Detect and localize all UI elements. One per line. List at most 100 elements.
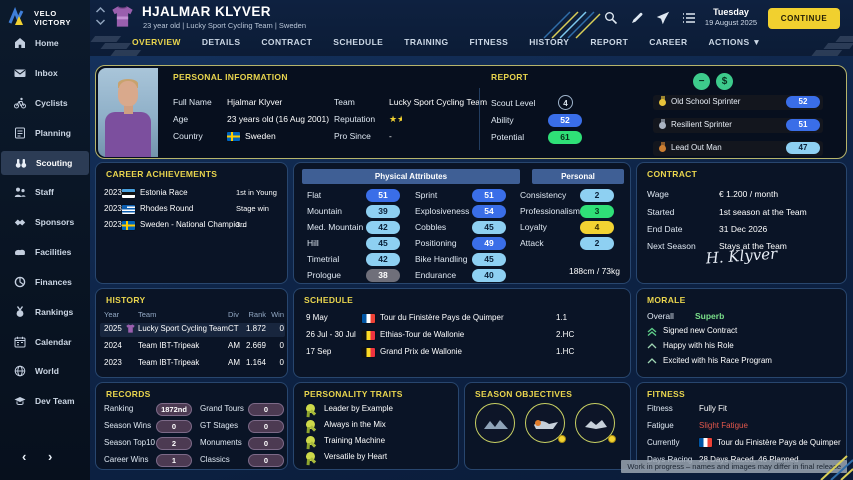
potential-label: Potential bbox=[491, 132, 525, 142]
attr-label: Sprint bbox=[415, 190, 438, 200]
tab-deco-right bbox=[835, 36, 853, 42]
currently-value[interactable]: Tour du Finistère Pays de Quimper bbox=[717, 438, 841, 447]
report-title: REPORT bbox=[491, 72, 529, 82]
achievement-race[interactable]: Estonia Race bbox=[140, 188, 188, 197]
attr-label: Professionalism bbox=[520, 206, 580, 216]
attr-badge: 3 bbox=[580, 205, 614, 218]
sidebar-item-facilities[interactable]: Facilities bbox=[0, 240, 90, 264]
scout-cost-button[interactable]: $ bbox=[716, 73, 733, 90]
sidebar: VELO VICTORY Home Inbox Cyclists Planning… bbox=[0, 0, 90, 480]
attr-label: Cobbles bbox=[415, 222, 447, 232]
objective-race-badge[interactable] bbox=[575, 403, 616, 443]
tab-contract[interactable]: CONTRACT bbox=[261, 37, 313, 47]
ability-badge: 52 bbox=[548, 114, 582, 127]
tab-report[interactable]: REPORT bbox=[590, 37, 629, 47]
role-rating-badge: 51 bbox=[786, 119, 820, 131]
plane-icon[interactable] bbox=[656, 11, 670, 25]
sidebar-item-finances[interactable]: Finances bbox=[0, 270, 90, 294]
history-rank: 1.164 bbox=[245, 358, 266, 367]
history-row-highlight bbox=[100, 323, 285, 337]
search-icon[interactable] bbox=[604, 11, 618, 25]
tab-training[interactable]: TRAINING bbox=[404, 37, 449, 47]
fitness-title: FITNESS bbox=[647, 389, 685, 399]
sidebar-item-inbox[interactable]: Inbox bbox=[0, 61, 90, 85]
race-name[interactable]: Grand Prix de Wallonie bbox=[380, 347, 462, 356]
fatigue-label: Fatigue bbox=[647, 421, 674, 430]
history-team[interactable]: Lucky Sport Cycling Team bbox=[138, 324, 228, 333]
sidebar-item-world[interactable]: World bbox=[0, 359, 90, 383]
next-rider-chevron-down-icon[interactable] bbox=[95, 18, 107, 28]
personal-info-title: PERSONAL INFORMATION bbox=[173, 72, 288, 82]
history-win: 0 bbox=[279, 341, 284, 350]
season-objectives-title: SEASON OBJECTIVES bbox=[475, 389, 573, 399]
scout-minus-button[interactable]: − bbox=[693, 73, 710, 90]
objective-race-badge[interactable] bbox=[525, 403, 566, 443]
tab-actions-dropdown[interactable]: ACTIONS ▼ bbox=[708, 37, 762, 47]
sidebar-item-scouting[interactable]: Scouting bbox=[1, 151, 89, 175]
history-div: AM bbox=[228, 341, 240, 350]
sidebar-item-staff[interactable]: Staff bbox=[0, 180, 90, 204]
sidebar-item-dev-team[interactable]: Dev Team bbox=[0, 389, 90, 413]
pro-since-label: Pro Since bbox=[334, 131, 371, 141]
achievement-year: 2023 bbox=[104, 204, 122, 213]
sidebar-item-rankings[interactable]: Rankings bbox=[0, 300, 90, 324]
cyclist-icon bbox=[14, 97, 26, 109]
started-label: Started bbox=[647, 207, 675, 217]
game-date-day: Tuesday bbox=[713, 7, 749, 17]
fitness-value: Fully Fit bbox=[699, 404, 727, 413]
tab-details[interactable]: DETAILS bbox=[201, 37, 241, 47]
attr-label: Explosiveness bbox=[415, 206, 470, 216]
sidebar-item-calendar[interactable]: Calendar bbox=[0, 330, 90, 354]
tab-history[interactable]: HISTORY bbox=[529, 37, 570, 47]
tab-fitness[interactable]: FITNESS bbox=[469, 37, 509, 47]
sidebar-item-home[interactable]: Home bbox=[0, 31, 90, 55]
age-label: Age bbox=[173, 114, 189, 124]
list-menu-icon[interactable] bbox=[682, 11, 696, 25]
sweden-flag-icon bbox=[122, 221, 135, 230]
greece-flag-icon bbox=[122, 205, 135, 214]
history-team[interactable]: Team IBT-Tripeak bbox=[138, 341, 200, 350]
physical-attributes-header: Physical Attributes bbox=[302, 169, 520, 184]
days-racing-value: 28 Days Raced, 46 Planned bbox=[699, 455, 799, 464]
objective-race-badge[interactable] bbox=[475, 403, 515, 443]
continue-button[interactable]: CONTINUE bbox=[768, 8, 840, 29]
tab-deco-left bbox=[110, 50, 142, 56]
record-value-badge: 0 bbox=[248, 420, 284, 433]
role-row: Old School Sprinter 52 bbox=[653, 95, 823, 110]
tab-career[interactable]: CAREER bbox=[649, 37, 688, 47]
globe-icon bbox=[14, 365, 26, 377]
sidebar-item-label: Home bbox=[35, 38, 59, 48]
medal-icon bbox=[14, 306, 26, 318]
grad-cap-icon bbox=[14, 395, 26, 407]
role-label: Resilient Sprinter bbox=[671, 120, 732, 129]
sidebar-item-sponsors[interactable]: Sponsors bbox=[0, 210, 90, 234]
planning-icon bbox=[14, 127, 26, 139]
team-jersey-icon bbox=[109, 3, 136, 30]
end-date-value: 31 Dec 2026 bbox=[719, 224, 768, 234]
sidebar-item-cyclists[interactable]: Cyclists bbox=[0, 91, 90, 115]
tab-bar: OVERVIEW DETAILS CONTRACT SCHEDULE TRAIN… bbox=[132, 37, 761, 47]
history-team[interactable]: Team IBT-Tripeak bbox=[138, 358, 200, 367]
sidebar-prev-button[interactable]: ‹ bbox=[22, 449, 27, 464]
attr-badge: 51 bbox=[472, 189, 506, 202]
sidebar-next-button[interactable]: › bbox=[48, 449, 53, 464]
race-class: 2.HC bbox=[556, 330, 575, 339]
team-value: Lucky Sport Cycling Team bbox=[389, 97, 488, 107]
race-name[interactable]: Tour du Finistère Pays de Quimper bbox=[380, 313, 504, 322]
sidebar-item-planning[interactable]: Planning bbox=[0, 121, 90, 145]
edit-pencil-icon[interactable] bbox=[630, 11, 644, 25]
race-name[interactable]: Ethias-Tour de Wallonie bbox=[380, 330, 465, 339]
achievement-race[interactable]: Sweden - National Champio... bbox=[140, 220, 247, 229]
prev-rider-chevron-up-icon[interactable] bbox=[95, 6, 107, 16]
tab-overview[interactable]: OVERVIEW bbox=[132, 37, 181, 47]
personality-traits-title: PERSONALITY TRAITS bbox=[304, 389, 403, 399]
potential-badge: 61 bbox=[548, 131, 582, 144]
achievement-race[interactable]: Rhodes Round bbox=[140, 204, 194, 213]
app-logo: VELO VICTORY bbox=[7, 7, 71, 29]
tab-schedule[interactable]: SCHEDULE bbox=[333, 37, 384, 47]
trait-item: Always in the Mix bbox=[324, 420, 386, 429]
belgium-flag-icon bbox=[362, 331, 375, 340]
morale-item: Excited with his Race Program bbox=[663, 356, 772, 365]
morale-panel: MORALE Overall Superb Signed new Contrac… bbox=[636, 288, 847, 378]
rider-subtitle: 23 year old | Lucky Sport Cycling Team |… bbox=[143, 21, 307, 30]
